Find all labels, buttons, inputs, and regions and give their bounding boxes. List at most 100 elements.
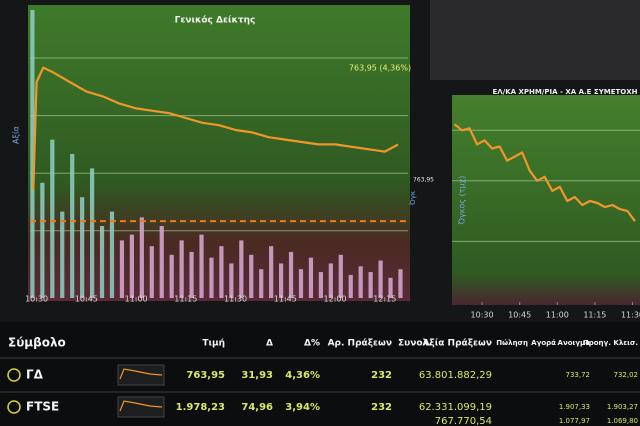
- chart: 10:30 10:45 11:00 11:15 11:30 ΕΛ/ΚΑ ΧΡΗΜ/ΡΙΑ …: [452, 88, 640, 320]
- cell: 1.907,33: [559, 403, 590, 411]
- volume-bar: [229, 263, 234, 298]
- column-header: Δ%: [304, 339, 320, 349]
- volume-bar: [99, 226, 105, 298]
- cell: 232: [371, 402, 392, 413]
- price-line: [32, 66, 399, 191]
- volume-bar: [358, 266, 363, 298]
- volume-bar: [199, 234, 204, 298]
- chart: 10:30 10:45 11:00 11:15 11:30 11:45 12:00 12:15…: [12, 10, 434, 304]
- cell: 733,72: [566, 371, 591, 379]
- chart-title: ΕΛ/ΚΑ ΧΡΗΜ/ΡΙΑ - ΧΑ Α.Ε ΣΥΜΕΤΟΧΗ: [492, 88, 637, 96]
- volume-bar: [298, 269, 304, 298]
- volume-bar: [338, 254, 343, 298]
- volume-bar: [239, 240, 244, 298]
- volume-bar: [90, 168, 95, 298]
- cell: 732,02: [614, 371, 639, 379]
- column-header: Αρ. Πράξεων: [328, 339, 392, 349]
- cell: 1.077,97: [559, 417, 590, 425]
- volume-bar: [139, 217, 144, 298]
- volume-bar: [119, 240, 125, 298]
- volume-bar: [109, 211, 115, 298]
- x-tick-label: 12:15: [373, 295, 396, 304]
- volume-bar: [169, 254, 174, 298]
- volume-bar: [50, 139, 55, 298]
- volume-bar: [209, 257, 214, 298]
- table: Σύμβολο Τιμή Δ Δ% Αρ. Πράξεων Συνολ.Αξία Πράξ…: [7, 336, 639, 426]
- annotation: 763,95 (4,36%): [349, 64, 411, 73]
- x-tick-label: 11:30: [224, 295, 247, 304]
- x-tick-label: 10:45: [75, 295, 98, 304]
- column-header: Ανοιγμα: [558, 339, 591, 347]
- x-tick-label: 12:00: [324, 295, 347, 304]
- cell: 1.903,27: [607, 403, 638, 411]
- y-axis-label: Αξία: [12, 126, 21, 144]
- sparkline: [119, 368, 163, 380]
- cell: 1.069,80: [607, 417, 638, 425]
- volume-bar: [259, 269, 264, 298]
- cell: 232: [371, 370, 392, 381]
- volume-bar: [328, 263, 333, 298]
- x-tick-label: 11:15: [174, 295, 197, 304]
- table-panel: [0, 322, 640, 426]
- volume-bar: [269, 246, 274, 298]
- wall: [430, 0, 640, 80]
- price-line: [453, 123, 636, 222]
- volume-bar: [388, 277, 393, 298]
- volume-bar: [30, 10, 35, 298]
- volume-bar: [318, 272, 323, 298]
- volume-bar: [189, 251, 194, 298]
- volume-bar: [308, 257, 314, 298]
- x-tick-label: 11:30: [621, 311, 640, 320]
- volume-bar: [60, 211, 65, 298]
- cell: 4,36%: [285, 370, 320, 381]
- symbol-icon: [7, 368, 21, 382]
- sparkline: [119, 400, 163, 412]
- volume-bar: [159, 226, 164, 298]
- volume-bar: [368, 272, 373, 298]
- cell: 767.770,54: [435, 416, 492, 426]
- volume-bar: [219, 246, 224, 298]
- symbol: FTSE: [26, 400, 59, 414]
- volume-bar: [80, 197, 85, 298]
- y-axis-label: Όγκος (τμχ): [457, 176, 467, 226]
- column-header: Προηγ. Κλεισ.: [583, 339, 638, 347]
- cell: 763,95: [186, 370, 225, 381]
- volume-bar: [279, 263, 284, 298]
- symbol-icon: [7, 400, 21, 414]
- end-value-label: 763,95: [413, 177, 434, 184]
- cell: 62.331.099,19: [419, 402, 492, 413]
- x-tick-label: 11:45: [274, 295, 297, 304]
- plot-panel: [452, 95, 640, 305]
- volume-bar: [149, 246, 154, 298]
- cell: 3,94%: [285, 402, 320, 413]
- x-tick-label: 11:00: [546, 311, 569, 320]
- x-tick-label: 10:45: [508, 311, 531, 320]
- column-header: Τιμή: [202, 339, 225, 349]
- volume-bar: [129, 234, 134, 298]
- x-tick-label: 10:30: [25, 295, 48, 304]
- volume-bar: [378, 260, 383, 298]
- volume-bar: [249, 254, 254, 298]
- symbol: ΓΔ: [26, 368, 44, 382]
- cell: 74,96: [241, 402, 273, 413]
- cell: 1.978,23: [176, 402, 225, 413]
- x-tick-label: 10:30: [471, 311, 494, 320]
- volume-bar: [70, 154, 75, 298]
- volume-bar: [288, 251, 294, 298]
- column-header: Αγορά: [531, 339, 556, 347]
- column-header: Σύμβολο: [8, 336, 66, 350]
- x-tick-label: 11:00: [125, 295, 148, 304]
- volume-bar: [348, 274, 353, 298]
- volume-bar: [398, 269, 403, 298]
- x-tick-label: 11:15: [583, 311, 606, 320]
- column-header: Συνολ.: [398, 339, 432, 349]
- column-header: Αξία Πράξεων: [422, 338, 492, 349]
- column-header: Πώληση: [496, 339, 528, 347]
- cell: 63.801.882,29: [419, 370, 492, 381]
- y2-axis-label: Όγκ: [409, 191, 417, 206]
- column-header: Δ: [266, 339, 273, 349]
- volume-bar: [40, 182, 45, 298]
- plot-panel: [28, 5, 410, 301]
- volume-bar: [179, 240, 184, 298]
